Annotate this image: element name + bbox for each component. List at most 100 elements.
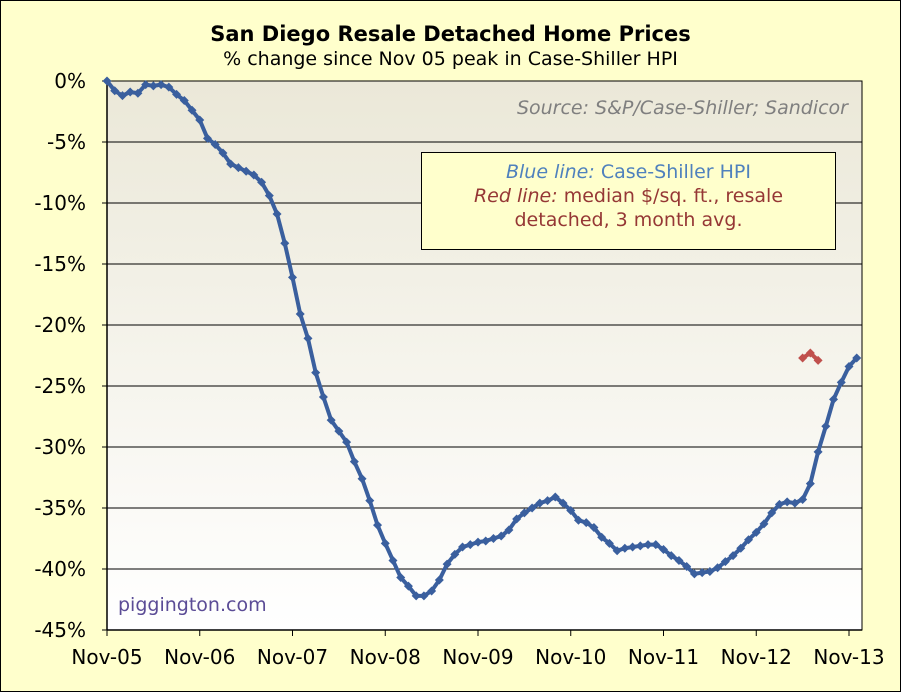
data-point (504, 525, 514, 535)
y-tick-label: -35% (34, 496, 86, 520)
legend-blue-text: Case-Shiller HPI (600, 161, 751, 183)
x-tick-label: Nov-10 (535, 645, 606, 669)
data-point (187, 105, 197, 115)
data-point (844, 361, 854, 371)
legend-red-label: Red line: (473, 185, 558, 207)
data-point (666, 551, 676, 561)
data-point (651, 540, 661, 550)
data-point (744, 535, 754, 545)
y-tick-label: -30% (34, 435, 86, 459)
watermark: piggington.com (118, 594, 267, 616)
data-point (813, 355, 823, 365)
y-tick-label: -20% (34, 313, 86, 337)
data-point (635, 541, 645, 551)
data-point (488, 534, 498, 543)
data-point (604, 538, 614, 548)
source-note: Source: S&P/Case-Shiller; Sandicor (517, 97, 849, 119)
y-tick-label: 0% (54, 69, 86, 93)
data-point (141, 80, 151, 90)
data-point (774, 499, 784, 509)
data-point (133, 88, 143, 98)
data-point (342, 437, 352, 447)
data-point (295, 309, 305, 319)
y-tick-label: -45% (34, 618, 86, 642)
data-point (612, 546, 622, 556)
data-point (682, 562, 692, 572)
data-point (365, 496, 375, 506)
data-point (318, 392, 328, 402)
data-point (805, 479, 815, 489)
legend-red-text-2: detached, 3 month avg. (514, 209, 743, 231)
data-point (713, 563, 723, 573)
data-point (226, 159, 236, 169)
x-tick-label: Nov-12 (721, 645, 792, 669)
data-point (172, 89, 182, 99)
legend-blue-label: Blue line: (505, 161, 595, 183)
data-point (643, 540, 653, 550)
data-point (689, 569, 699, 579)
data-point (821, 421, 831, 431)
y-tick-label: -15% (34, 252, 86, 276)
data-point (674, 555, 684, 565)
data-point (573, 515, 583, 525)
data-point (566, 505, 576, 515)
data-point (597, 532, 607, 542)
data-point (465, 540, 475, 550)
data-point (705, 566, 715, 576)
x-tick-label: Nov-08 (350, 645, 421, 669)
data-point (736, 543, 746, 553)
data-point (179, 96, 189, 106)
y-tick-label: -40% (34, 557, 86, 581)
y-tick-label: -5% (47, 130, 86, 154)
chart-title: San Diego Resale Detached Home Prices (210, 22, 691, 46)
data-point (798, 494, 808, 504)
legend-red-text-1: median $/sq. ft., resale (563, 185, 784, 207)
data-point (311, 368, 321, 378)
legend: Blue line: Case-Shiller HPI Red line: me… (421, 152, 836, 250)
data-point (272, 209, 282, 219)
data-point (751, 527, 761, 537)
data-point (427, 586, 437, 596)
data-point (813, 447, 823, 457)
data-point (303, 333, 313, 343)
data-point (411, 591, 421, 601)
data-point (473, 537, 483, 547)
data-point (148, 81, 158, 91)
legend-red-line: Red line: median $/sq. ft., resale (422, 184, 835, 208)
data-point (558, 498, 568, 508)
data-point (326, 415, 336, 425)
data-point (357, 474, 367, 484)
data-point (728, 551, 738, 561)
x-tick-label: Nov-05 (71, 645, 142, 669)
data-point (481, 536, 491, 546)
x-tick-label: Nov-09 (442, 645, 513, 669)
data-point (156, 80, 166, 90)
data-point (720, 557, 730, 567)
data-point (496, 531, 506, 541)
data-point (125, 87, 135, 97)
data-point (434, 575, 444, 585)
data-point (264, 191, 274, 201)
data-point (450, 549, 460, 559)
data-point (195, 115, 205, 125)
data-point (218, 148, 228, 158)
data-point (535, 498, 545, 508)
data-point (202, 133, 212, 143)
legend-blue-line: Blue line: Case-Shiller HPI (422, 160, 835, 184)
data-point (117, 91, 127, 101)
data-point (458, 542, 468, 552)
x-tick-label: Nov-13 (813, 645, 884, 669)
data-point (388, 555, 398, 565)
data-point (620, 543, 630, 553)
data-point (628, 542, 638, 552)
data-point (442, 559, 452, 569)
data-point (164, 82, 174, 92)
data-point (589, 523, 599, 533)
data-point (403, 581, 413, 591)
data-point (759, 519, 769, 529)
data-point (836, 377, 846, 387)
chart-subtitle: % change since Nov 05 peak in Case-Shill… (223, 48, 678, 70)
data-point (102, 76, 112, 86)
data-point (852, 353, 862, 363)
